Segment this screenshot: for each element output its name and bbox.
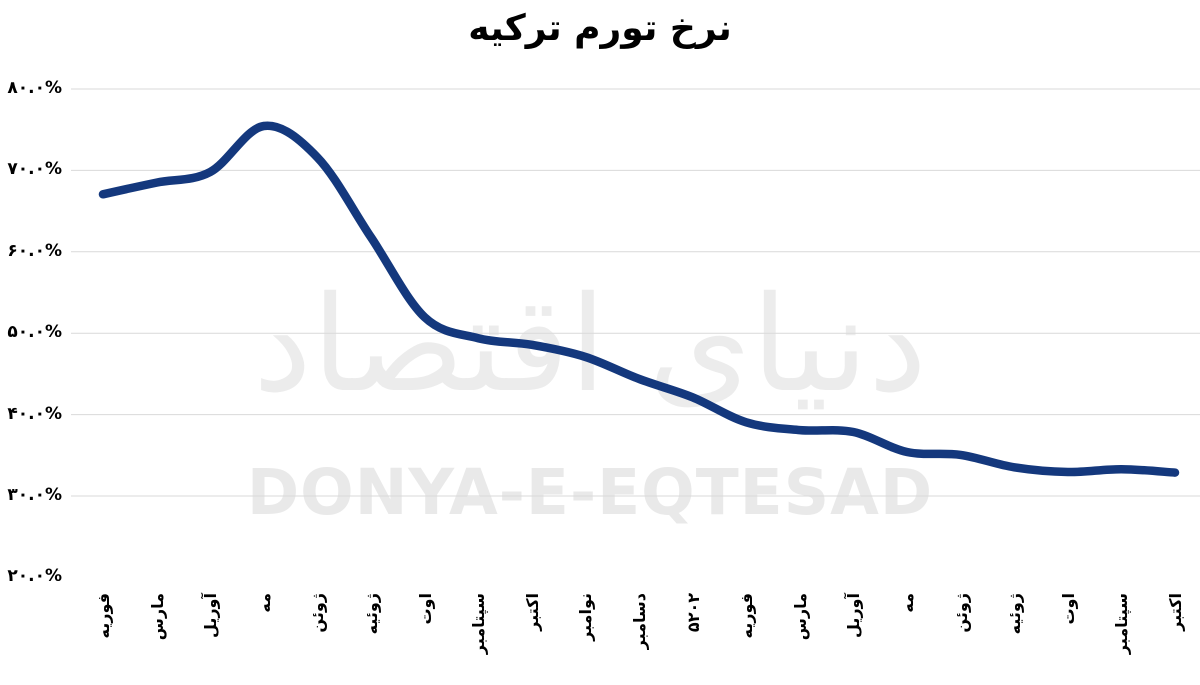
x-axis-label: اکتبر: [1166, 593, 1185, 631]
x-axis-label: فوریه: [94, 593, 113, 639]
chart-title: نرخ تورم ترکیه: [468, 8, 732, 49]
x-axis-label: سپتامبر: [469, 593, 489, 655]
x-axis-label: نوامبر: [576, 593, 596, 641]
y-axis-label: ۲۰.۰%: [7, 566, 62, 587]
x-axis-label: آوریل: [201, 593, 221, 638]
x-axis-label: اکتبر: [522, 593, 542, 631]
x-axis-label: ژوئیه: [1005, 593, 1025, 635]
y-axis-label: ۴۰.۰%: [7, 403, 62, 424]
y-axis-label: ۸۰.۰%: [7, 78, 62, 98]
x-axis-label: اوت: [1058, 593, 1078, 625]
y-axis-label: ۷۰.۰%: [7, 159, 62, 180]
y-axis-label: ۵۰.۰%: [7, 322, 62, 343]
x-axis-label: ۲۰۲۵: [683, 593, 703, 633]
x-axis-label: مه: [898, 593, 917, 613]
y-axis-label: ۳۰.۰%: [7, 485, 62, 505]
x-axis-label: سپتامبر: [1112, 593, 1132, 655]
x-axis-label: دسامبر: [630, 593, 649, 650]
x-axis-label: مارس: [790, 593, 810, 641]
x-axis-label: مارس: [147, 593, 167, 641]
x-axis-label: آوریل: [844, 593, 864, 638]
x-axis-label: مه: [254, 593, 274, 613]
x-axis-label: ژوئن: [308, 593, 328, 633]
y-axis-label: ۶۰.۰%: [7, 240, 62, 261]
x-axis-label: ژوئیه: [362, 593, 381, 635]
watermark-persian-logo: دنیای اقتصاد: [253, 268, 927, 422]
watermark-latin: DONYA-E-EQTESAD: [246, 456, 934, 529]
x-axis-label: اوت: [415, 593, 435, 625]
x-axis-label: فوریه: [737, 593, 757, 639]
inflation-line: [98, 121, 1180, 477]
x-axis-label: ژوئن: [951, 593, 971, 633]
